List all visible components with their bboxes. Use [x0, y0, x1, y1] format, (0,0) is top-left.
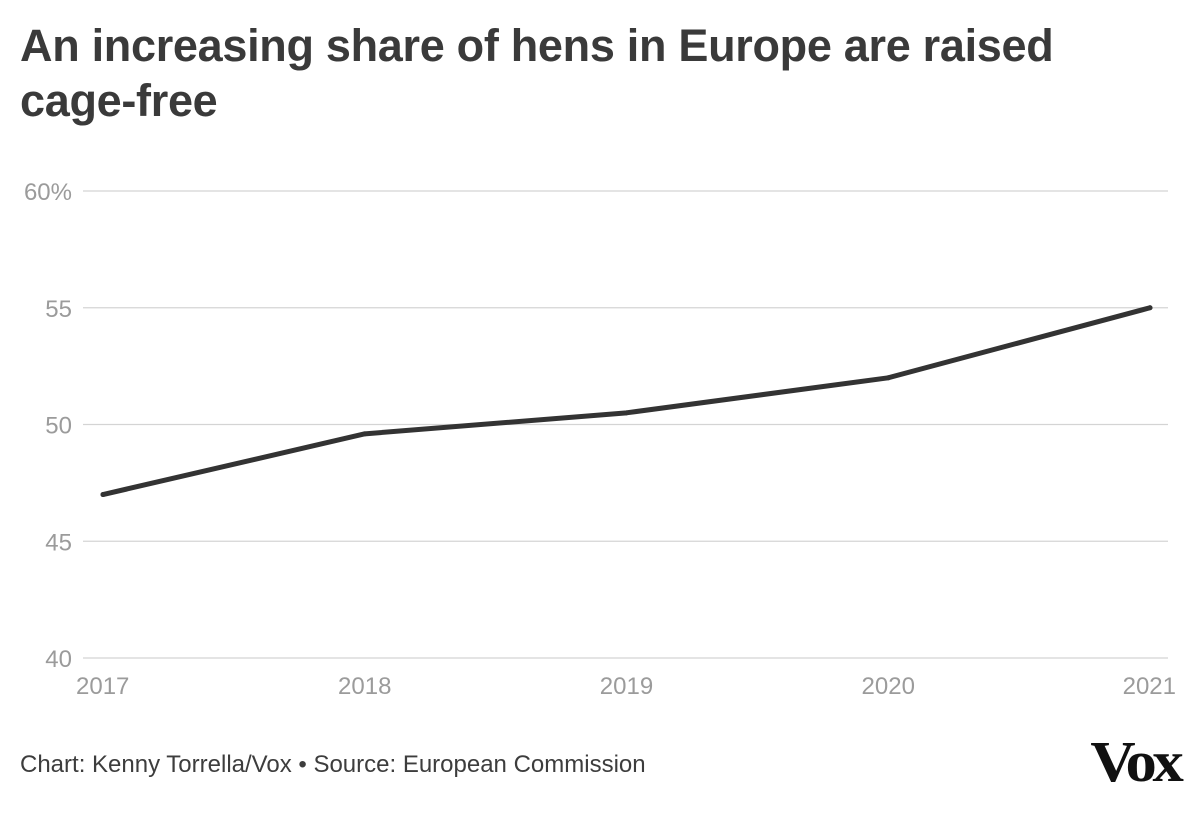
- data-point-2017: [100, 492, 106, 498]
- vox-logo[interactable]: Vox: [1090, 729, 1184, 794]
- data-point-2020: [885, 375, 891, 381]
- chart-credit: Chart: Kenny Torrella/Vox • Source: Euro…: [20, 751, 646, 778]
- series-layer: [100, 305, 1153, 498]
- y-tick-label: 50: [45, 413, 72, 440]
- x-tick-label: 2019: [600, 673, 653, 700]
- x-tick-label: 2018: [338, 673, 391, 700]
- data-point-2021: [1147, 305, 1153, 311]
- gridlines: [83, 190, 1168, 659]
- series-line: [100, 305, 1153, 498]
- data-point-2019: [624, 410, 629, 416]
- y-tick-label: 45: [45, 529, 72, 556]
- line-chart: 40 45 50 55 60% 2017 2018 2019 2020 2021: [24, 179, 1176, 700]
- x-tick-label: 2017: [76, 673, 129, 700]
- x-axis-ticks: 2017 2018 2019 2020 2021: [76, 673, 1176, 700]
- x-tick-label: 2021: [1123, 673, 1176, 700]
- chart-title: An increasing share of hens in Europe ar…: [20, 20, 1054, 126]
- y-tick-label: 55: [45, 296, 72, 323]
- y-tick-label: 60%: [24, 179, 72, 206]
- data-point-2018: [362, 431, 368, 437]
- y-tick-label: 40: [45, 646, 72, 673]
- x-tick-label: 2020: [862, 673, 915, 700]
- y-axis-ticks: 40 45 50 55 60%: [24, 179, 72, 673]
